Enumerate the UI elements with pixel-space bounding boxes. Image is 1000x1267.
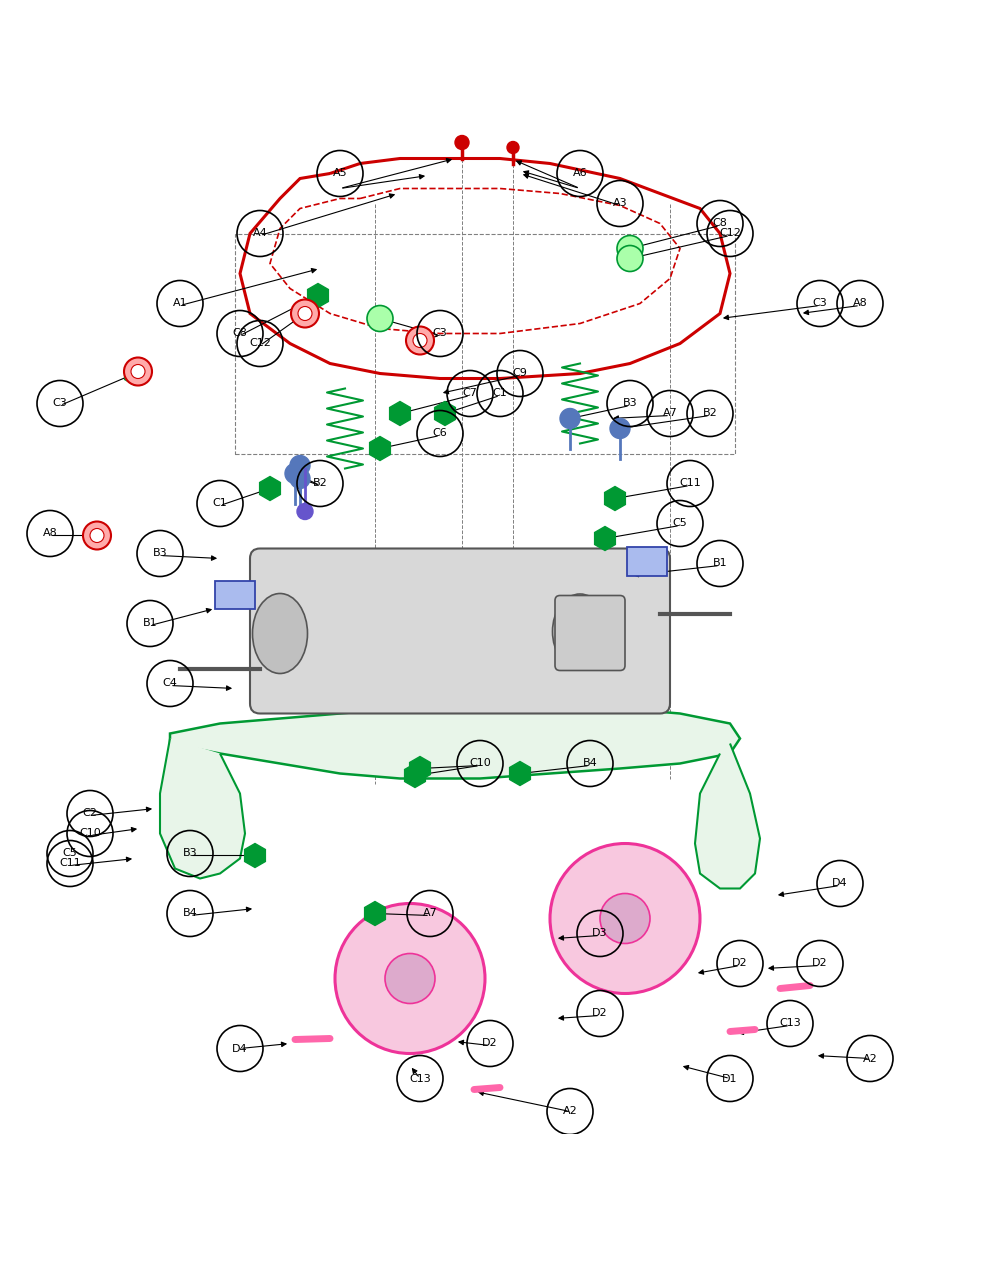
Text: B4: B4 [183, 908, 197, 919]
Text: C11: C11 [679, 479, 701, 489]
FancyBboxPatch shape [555, 595, 625, 670]
Text: D1: D1 [722, 1073, 738, 1083]
Text: A3: A3 [613, 199, 627, 209]
Text: C7: C7 [463, 389, 477, 399]
Circle shape [507, 142, 519, 153]
Text: C5: C5 [673, 518, 687, 528]
Circle shape [406, 327, 434, 355]
Text: A5: A5 [333, 169, 347, 179]
Text: C13: C13 [409, 1073, 431, 1083]
Text: B2: B2 [313, 479, 327, 489]
Circle shape [610, 418, 630, 438]
Text: B3: B3 [153, 549, 167, 559]
Text: B1: B1 [713, 559, 727, 569]
Text: D3: D3 [592, 929, 608, 939]
Circle shape [290, 456, 310, 475]
Circle shape [131, 365, 145, 379]
Text: A8: A8 [853, 299, 867, 308]
Text: C4: C4 [163, 679, 177, 688]
Circle shape [617, 236, 643, 261]
Text: C6: C6 [433, 428, 447, 438]
Text: C10: C10 [469, 759, 491, 769]
Circle shape [298, 307, 312, 321]
Text: B4: B4 [583, 759, 597, 769]
Text: C12: C12 [719, 228, 741, 238]
Text: B1: B1 [143, 618, 157, 628]
Text: C2: C2 [83, 808, 97, 818]
Circle shape [124, 357, 152, 385]
Text: C5: C5 [63, 849, 77, 859]
Circle shape [291, 299, 319, 327]
Circle shape [617, 246, 643, 271]
Circle shape [90, 528, 104, 542]
Circle shape [367, 305, 393, 332]
Text: D2: D2 [482, 1039, 498, 1049]
Text: D2: D2 [592, 1009, 608, 1019]
Text: A7: A7 [423, 908, 437, 919]
Text: D2: D2 [732, 959, 748, 968]
Text: B2: B2 [703, 408, 717, 418]
Circle shape [600, 893, 650, 944]
Text: C3: C3 [433, 328, 447, 338]
Circle shape [335, 903, 485, 1053]
Text: A2: A2 [563, 1106, 577, 1116]
Text: B3: B3 [183, 849, 197, 859]
Circle shape [297, 503, 313, 519]
Circle shape [285, 464, 305, 484]
Text: A7: A7 [663, 408, 677, 418]
Text: C1: C1 [213, 498, 227, 508]
Text: C11: C11 [59, 859, 81, 868]
Text: C13: C13 [779, 1019, 801, 1029]
Text: C8: C8 [233, 328, 247, 338]
Circle shape [455, 136, 469, 150]
Text: A4: A4 [253, 228, 267, 238]
Text: C8: C8 [713, 218, 727, 228]
Text: D4: D4 [832, 878, 848, 888]
Circle shape [560, 408, 580, 428]
Circle shape [550, 844, 700, 993]
PathPatch shape [170, 703, 740, 778]
Text: D2: D2 [812, 959, 828, 968]
Text: A2: A2 [863, 1053, 877, 1063]
Circle shape [385, 954, 435, 1003]
Circle shape [413, 333, 427, 347]
FancyBboxPatch shape [627, 547, 667, 575]
FancyBboxPatch shape [215, 580, 255, 608]
Text: C1: C1 [493, 389, 507, 399]
Text: A1: A1 [173, 299, 187, 308]
Text: C3: C3 [813, 299, 827, 308]
Text: A8: A8 [43, 528, 57, 538]
Ellipse shape [252, 593, 308, 674]
Text: B3: B3 [623, 399, 637, 408]
Ellipse shape [552, 594, 608, 669]
PathPatch shape [695, 744, 760, 888]
Circle shape [290, 469, 310, 489]
Text: C3: C3 [53, 399, 67, 408]
Text: C12: C12 [249, 338, 271, 348]
PathPatch shape [160, 739, 245, 878]
Text: A6: A6 [573, 169, 587, 179]
Text: D4: D4 [232, 1044, 248, 1053]
Text: C10: C10 [79, 829, 101, 839]
FancyBboxPatch shape [250, 549, 670, 713]
Circle shape [83, 522, 111, 550]
Text: C9: C9 [513, 369, 527, 379]
